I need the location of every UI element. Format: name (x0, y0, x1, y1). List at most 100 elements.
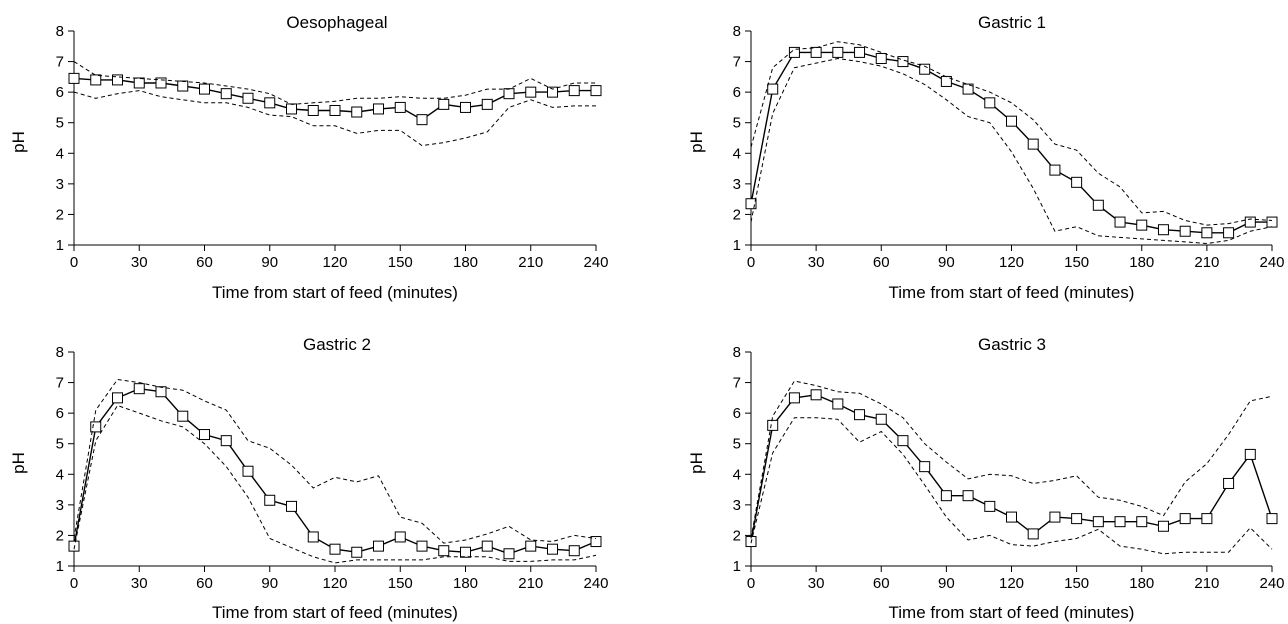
y-tick-label: 7 (733, 375, 741, 392)
data-point-marker (112, 74, 123, 86)
data-point-marker (1114, 516, 1126, 528)
chart-title: Gastric 1 (978, 13, 1046, 32)
data-point-marker (199, 83, 210, 95)
mean-line (73, 387, 597, 555)
data-point-marker (1027, 528, 1039, 540)
y-tick-label: 5 (56, 436, 64, 453)
x-tick-label: 90 (938, 254, 955, 271)
data-point-marker (286, 500, 297, 512)
x-tick-label: 150 (1064, 254, 1089, 271)
y-axis-label: pH (687, 131, 706, 153)
data-point-marker (962, 83, 974, 95)
dashed-line-2 (73, 90, 596, 147)
data-point-marker (897, 56, 909, 68)
data-point-marker (919, 63, 931, 75)
data-point-marker (810, 46, 822, 58)
data-point-marker (155, 77, 167, 89)
dashed-line-1 (750, 380, 1273, 539)
data-point-marker (90, 74, 102, 86)
data-point-marker (503, 548, 515, 560)
dashed-line-2 (750, 57, 1273, 245)
x-tick-label: 120 (999, 575, 1024, 592)
data-point-marker (286, 103, 297, 115)
y-axis-label: pH (9, 452, 28, 474)
x-tick-label: 90 (938, 575, 955, 592)
data-point-marker (351, 106, 363, 118)
y-tick-label: 4 (56, 145, 64, 162)
data-point-marker (1244, 448, 1256, 460)
data-point-marker (242, 92, 254, 104)
data-point-marker (919, 461, 931, 473)
data-point-marker (1266, 216, 1278, 228)
data-point-marker (329, 543, 341, 555)
chart-title: Oesophageal (286, 13, 387, 32)
data-point-marker (1136, 516, 1148, 528)
data-point-marker (1244, 216, 1256, 228)
data-point-marker (788, 392, 800, 404)
x-tick-label: 30 (131, 254, 148, 271)
x-tick-label: 0 (747, 575, 755, 592)
x-axis-label: Time from start of feed (minutes) (889, 603, 1135, 622)
x-axis-label: Time from start of feed (minutes) (212, 603, 458, 622)
y-axis-label: pH (687, 452, 706, 474)
y-tick-label: 3 (733, 176, 741, 193)
y-tick-label: 8 (56, 344, 64, 361)
data-point-marker (810, 389, 822, 401)
y-tick-label: 5 (733, 115, 741, 132)
data-point-marker (177, 410, 189, 422)
panel-gastric-1: 1 2 3 4 5 6 7 8 0 30 60 90 120 150 180 210 240 Gastric 1 T… (687, 13, 1285, 302)
data-point-marker (590, 536, 602, 548)
data-point-marker (897, 435, 909, 447)
data-point-marker (416, 540, 428, 552)
y-tick-label: 3 (56, 176, 64, 193)
x-tick-label: 90 (261, 254, 278, 271)
data-point-marker (220, 435, 232, 447)
y-axis-label: pH (9, 131, 28, 153)
data-point-marker (503, 88, 515, 100)
y-tick-label: 1 (56, 237, 64, 254)
data-point-marker (68, 540, 80, 552)
data-point-marker (854, 409, 866, 421)
data-point-marker (525, 540, 537, 552)
data-point-marker (460, 101, 471, 113)
data-point-marker (962, 490, 974, 502)
data-point-marker (460, 546, 471, 558)
y-tick-label: 1 (56, 558, 64, 575)
x-tick-label: 180 (1129, 575, 1154, 592)
data-point-marker (832, 46, 844, 58)
dashed-line-2 (750, 417, 1273, 555)
data-point-marker (1201, 227, 1213, 239)
panel-oesophageal: 1 2 3 4 5 6 7 8 0 30 60 90 120 150 180 210 240 Oesophagea… (9, 13, 609, 302)
data-point-marker (416, 114, 428, 126)
y-tick-label: 6 (733, 405, 741, 422)
data-point-marker (481, 540, 493, 552)
x-tick-label: 150 (388, 254, 413, 271)
y-tick-label: 8 (56, 23, 64, 40)
x-tick-label: 60 (873, 254, 890, 271)
data-point-marker (1201, 513, 1213, 525)
x-axis-label: Time from start of feed (minutes) (889, 283, 1135, 302)
y-tick-label: 1 (733, 237, 741, 254)
data-point-marker (199, 429, 210, 441)
y-tick-label: 3 (56, 497, 64, 514)
dashed-line-1 (73, 61, 596, 105)
x-tick-label: 240 (583, 254, 608, 271)
data-point-marker (984, 500, 996, 512)
y-tick-label: 4 (733, 466, 741, 483)
y-tick-label: 7 (56, 375, 64, 392)
y-tick-label: 5 (56, 115, 64, 132)
data-point-marker (373, 540, 384, 552)
y-tick-label: 8 (733, 23, 741, 40)
data-point-marker (90, 421, 102, 433)
y-tick-label: 6 (56, 84, 64, 101)
data-point-marker (329, 104, 341, 116)
y-tick-label: 2 (733, 527, 741, 544)
mean-line (750, 51, 1272, 234)
x-tick-label: 60 (196, 575, 213, 592)
data-point-marker (1266, 513, 1278, 525)
panel-gastric-3: 1 2 3 4 5 6 7 8 0 30 60 90 120 150 180 210 240 Gastric 3 T… (687, 335, 1285, 622)
x-tick-label: 210 (518, 575, 543, 592)
x-tick-label: 120 (322, 575, 347, 592)
data-point-marker (1179, 513, 1191, 525)
